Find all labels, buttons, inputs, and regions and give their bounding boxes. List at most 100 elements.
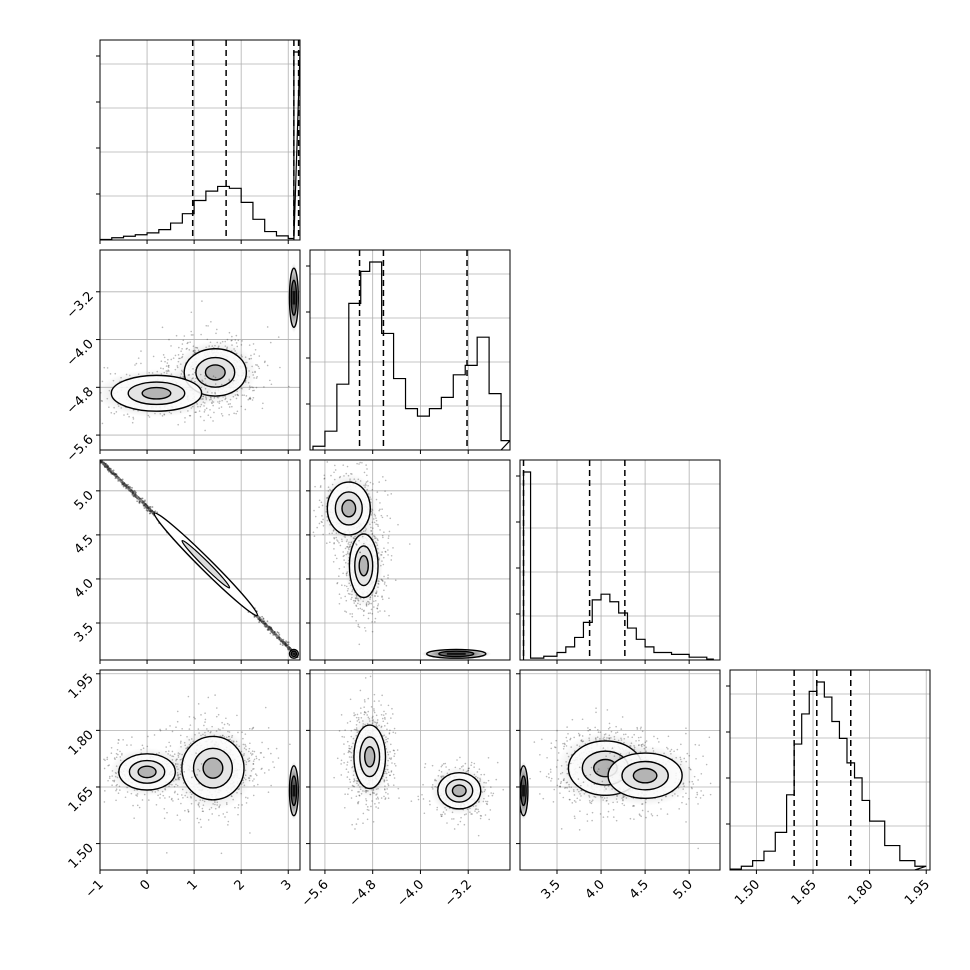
sample-point	[269, 341, 272, 344]
sample-point	[196, 774, 198, 776]
sample-point	[366, 818, 369, 821]
sample-point	[155, 803, 158, 806]
sample-point	[359, 458, 361, 460]
sample-point	[215, 332, 217, 335]
sample-point	[259, 752, 262, 754]
sample-point	[336, 581, 339, 584]
sample-point	[112, 469, 115, 472]
panel-frame	[309, 459, 511, 661]
sample-point	[357, 625, 360, 628]
sample-point	[160, 360, 163, 362]
sample-point	[255, 386, 258, 389]
sample-point	[241, 340, 243, 342]
sample-point	[221, 414, 224, 417]
sample-point	[381, 516, 384, 519]
sample-point	[173, 791, 176, 794]
sample-point	[174, 354, 177, 357]
sample-point	[334, 554, 337, 557]
sample-point	[356, 462, 358, 465]
sample-point	[365, 799, 368, 802]
panel-grid	[100, 457, 300, 660]
sample-point	[167, 358, 169, 361]
sample-point	[346, 761, 349, 763]
sample-point	[348, 545, 351, 548]
panels-layer	[80, 39, 931, 874]
sample-point	[170, 798, 173, 801]
sample-point	[256, 375, 258, 378]
sample-point	[216, 328, 218, 331]
sample-point	[186, 342, 189, 345]
sample-point	[392, 547, 394, 549]
sample-point	[355, 543, 358, 546]
sample-point	[329, 541, 331, 544]
sample-point	[349, 781, 352, 783]
sample-point	[168, 338, 170, 341]
sample-point	[316, 526, 318, 529]
sample-point	[258, 367, 261, 370]
sample-point	[364, 630, 367, 632]
sample-point	[384, 581, 386, 583]
sample-point	[381, 598, 384, 601]
sample-point	[101, 457, 103, 459]
sample-point	[141, 497, 144, 500]
sample-point	[384, 490, 386, 492]
sample-point	[385, 712, 387, 715]
sample-point	[388, 614, 390, 617]
sample-point	[263, 361, 266, 364]
sample-point	[149, 512, 152, 515]
panel-grid	[730, 670, 930, 870]
sample-point	[80, 375, 82, 377]
sample-point	[359, 551, 362, 554]
sample-point	[459, 756, 461, 759]
panel-grid	[310, 458, 510, 660]
sample-point	[207, 325, 209, 327]
sample-point	[470, 813, 472, 815]
sample-point	[379, 610, 381, 612]
sample-point	[374, 621, 376, 623]
sample-point	[244, 408, 247, 411]
sample-point	[355, 823, 358, 825]
sample-point	[371, 612, 374, 615]
sample-point	[266, 620, 269, 623]
sample-point	[169, 745, 172, 747]
sample-point	[319, 485, 322, 487]
sample-point	[490, 792, 492, 794]
sample-point	[252, 389, 254, 392]
sample-point	[351, 784, 354, 787]
sample-point	[288, 385, 290, 388]
sample-point	[201, 300, 203, 302]
sample-point	[392, 784, 395, 786]
sample-point	[479, 814, 482, 817]
sample-point	[115, 789, 117, 792]
sample-point	[429, 803, 431, 806]
sample-point	[258, 758, 260, 761]
sample-point	[255, 757, 258, 760]
sample-point	[289, 743, 291, 746]
sample-point	[421, 793, 423, 796]
sample-point	[225, 717, 227, 720]
sample-point	[386, 722, 389, 725]
sample-point	[484, 814, 487, 816]
sample-point	[338, 567, 341, 570]
sample-point	[340, 714, 343, 716]
sample-point	[164, 797, 166, 799]
sample-point	[118, 739, 120, 741]
sample-point	[204, 712, 206, 714]
sample-point	[383, 575, 385, 578]
sample-point	[364, 546, 367, 549]
sample-point	[333, 542, 335, 544]
sample-point	[200, 826, 202, 828]
sample-point	[347, 751, 350, 754]
sample-point	[107, 779, 109, 782]
sample-point	[377, 604, 379, 607]
sample-point	[205, 324, 208, 327]
sample-point	[351, 823, 353, 826]
sample-point	[363, 706, 365, 708]
sample-point	[358, 626, 361, 628]
sample-point	[115, 752, 118, 755]
sample-point	[252, 343, 255, 345]
sample-point	[334, 464, 336, 467]
sample-point	[147, 735, 149, 738]
sample-point	[357, 718, 360, 721]
